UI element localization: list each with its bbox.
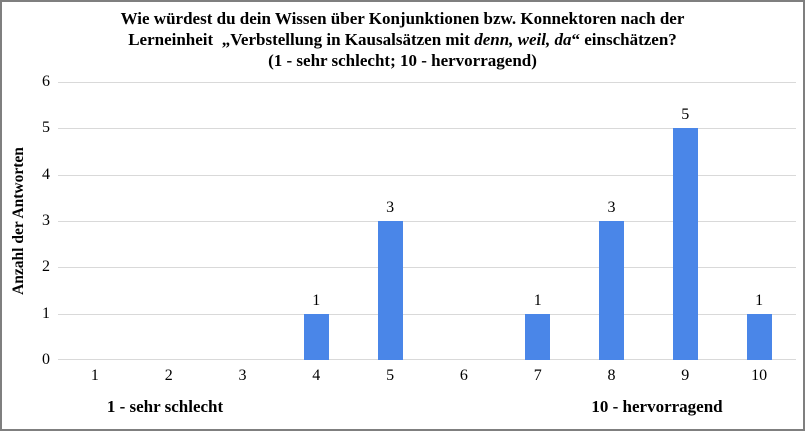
- x-axis-label-left: 1 - sehr schlecht: [106, 397, 224, 416]
- bar: [746, 313, 772, 360]
- chart-title-line2: Lerneinheit „Verbstellung in Kausalsätze…: [2, 29, 803, 50]
- chart-title-line2-suffix: “ einschätzen?: [571, 30, 677, 49]
- y-tick-label: 0: [42, 351, 50, 368]
- x-tick-label: 8: [607, 367, 616, 384]
- y-tick-label: 3: [42, 212, 50, 229]
- x-axis-label-right: 10 - hervorragend: [591, 397, 723, 416]
- x-tick-label: 1: [90, 367, 99, 384]
- bar: [303, 313, 329, 360]
- bar-value-label: 1: [312, 291, 321, 309]
- bar-value-label: 1: [755, 291, 764, 309]
- gridline: [58, 267, 796, 269]
- chart-title: Wie würdest du dein Wissen über Konjunkt…: [2, 8, 803, 71]
- y-tick-label: 6: [42, 73, 50, 90]
- chart-title-line3: (1 - sehr schlecht; 10 - hervorragend): [268, 51, 537, 70]
- gridline: [58, 313, 796, 315]
- x-axis-tick-labels: 1 2 3 4 5 6 7 8 9 10: [58, 365, 796, 387]
- gridline: [58, 221, 796, 222]
- gridline: [58, 174, 796, 176]
- x-tick-label: 10: [751, 367, 768, 384]
- bar-value-label: 3: [386, 199, 395, 216]
- y-tick-label: 5: [42, 119, 50, 137]
- y-tick-label: 2: [42, 258, 50, 276]
- y-tick-label: 1: [42, 304, 50, 322]
- chart-title-line2-prefix: Lerneinheit „Verbstellung in Kausalsätze…: [128, 30, 475, 49]
- bar: [672, 128, 698, 360]
- x-tick-label: 5: [386, 367, 395, 384]
- gridline: [58, 82, 796, 83]
- bar: [599, 221, 624, 360]
- bar: [525, 313, 551, 360]
- x-tick-label: 4: [312, 367, 321, 384]
- plot-area: 1 3 1 3 5 1: [58, 82, 796, 360]
- bar-value-label: 1: [533, 291, 542, 309]
- x-tick-label: 9: [681, 367, 690, 384]
- chart-title-line1: Wie würdest du dein Wissen über Konjunkt…: [120, 9, 685, 28]
- bar-value-label: 5: [681, 106, 690, 124]
- x-tick-label: 2: [164, 367, 173, 384]
- gridline: [58, 359, 796, 360]
- x-tick-label: 7: [533, 367, 542, 384]
- gridline: [58, 128, 796, 130]
- x-tick-label: 6: [459, 367, 468, 384]
- y-tick-label: 4: [42, 165, 50, 183]
- bar: [377, 221, 403, 360]
- bar-value-label: 3: [607, 199, 616, 216]
- x-tick-label: 3: [238, 367, 247, 384]
- chart-title-line2-italic: denn, weil, da: [474, 30, 572, 49]
- y-axis-tick-labels: 6 5 4 3 2 1 0: [6, 73, 50, 368]
